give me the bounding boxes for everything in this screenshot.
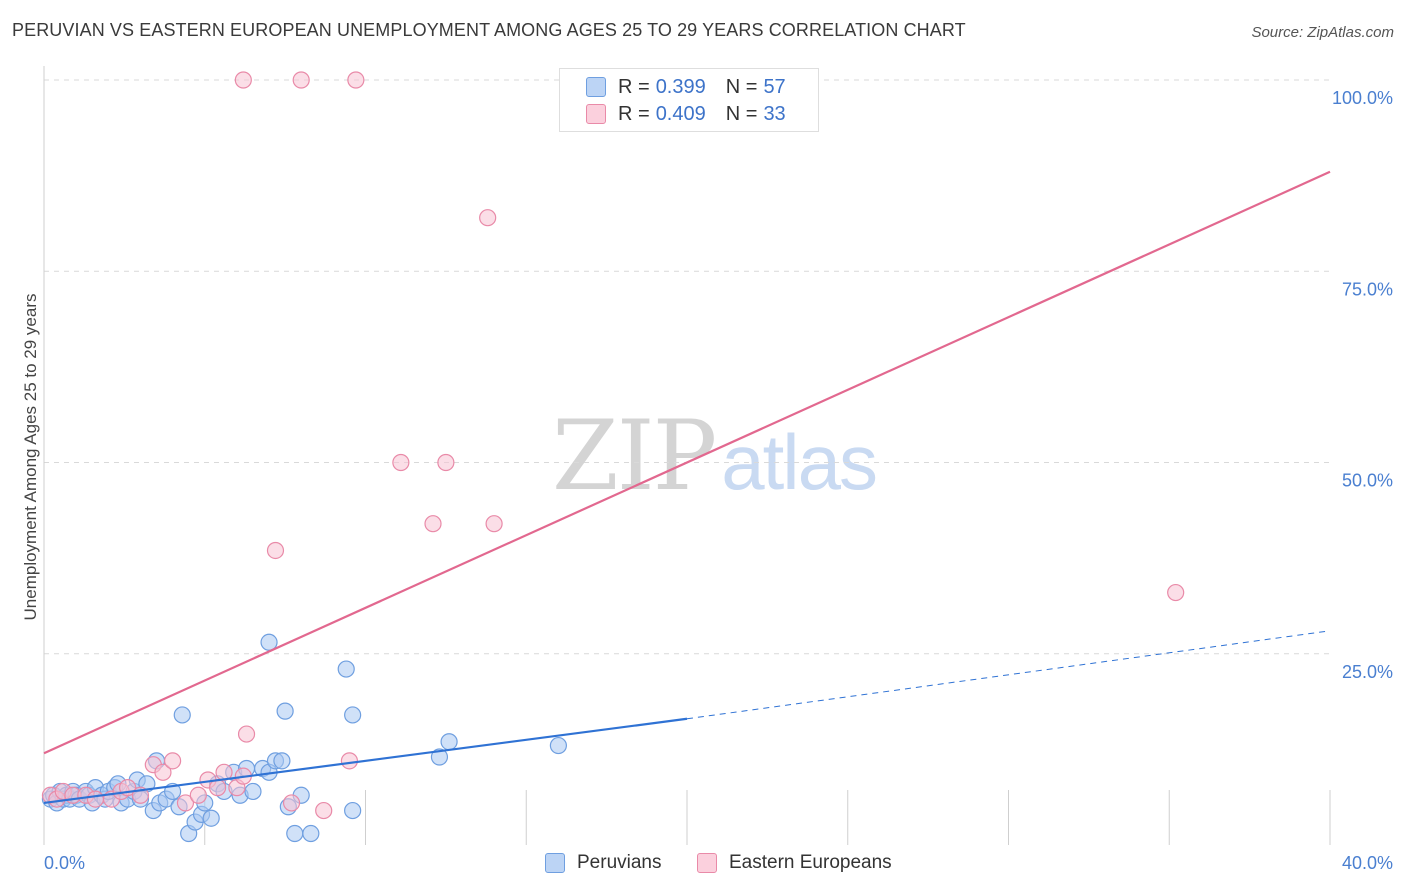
peruvian-point: [286, 824, 304, 843]
eastern-european-point: [189, 786, 207, 804]
eastern-european-point: [315, 801, 333, 820]
grid: [44, 79, 1330, 655]
chart-title: PERUVIAN VS EASTERN EUROPEAN UNEMPLOYMEN…: [12, 20, 966, 40]
series-legend: Peruvians Eastern Europeans: [0, 852, 1406, 878]
legend-n-label: N =: [725, 75, 758, 98]
eastern-european-point: [1167, 583, 1185, 602]
y-tick-label: 50.0%: [1342, 471, 1393, 491]
legend-n-label: N =: [725, 102, 758, 125]
legend-swatch-blue: [586, 77, 606, 97]
peruvian-point: [549, 736, 568, 755]
eastern-european-point: [86, 790, 105, 808]
legend-r-value: 0.409: [655, 102, 706, 125]
eastern-european-point: [266, 541, 285, 560]
watermark: ZIPatlas: [552, 400, 878, 512]
peruvian-trend-line: [43, 717, 688, 805]
peruvian-point: [276, 702, 294, 720]
trend-lines: [43, 170, 1331, 805]
eastern-european-point: [340, 752, 359, 770]
eastern-european-point: [282, 794, 301, 812]
eastern-european-point: [164, 752, 182, 770]
legend-label-eastern-europeans: Eastern Europeans: [729, 852, 892, 873]
peruvian-point: [430, 748, 449, 766]
peruvian-point: [440, 733, 458, 751]
x-tick-label: 0.0%: [44, 853, 85, 873]
eastern-european-point: [234, 71, 252, 89]
legend-n-value: 57: [763, 75, 786, 98]
eastern-european-point: [154, 763, 172, 781]
peruvian-point: [244, 782, 262, 801]
legend-item-peruvians: Peruvians: [545, 852, 662, 874]
eastern-european-trend-line: [43, 170, 1331, 755]
eastern-european-point: [479, 209, 497, 227]
axes: [43, 66, 1331, 845]
peruvian-point: [337, 660, 355, 678]
legend-swatch-pink: [697, 853, 717, 873]
y-tick-label: 100.0%: [1332, 88, 1393, 108]
eastern-european-point: [347, 71, 365, 89]
eastern-european-point: [485, 515, 503, 533]
peruvian-trend-extension: [686, 630, 1331, 720]
eastern-european-point: [237, 725, 256, 743]
legend-r-label: R =: [618, 102, 650, 125]
y-tick-label: 75.0%: [1342, 279, 1393, 299]
legend-swatch-pink: [586, 104, 606, 124]
legend-row-eastern-europeans: R = 0.409 N = 33: [586, 101, 786, 127]
peruvian-point: [273, 752, 291, 770]
legend-label-peruvians: Peruvians: [577, 852, 662, 873]
peruvian-point: [302, 824, 320, 843]
legend-item-eastern-europeans: Eastern Europeans: [697, 852, 892, 874]
eastern-european-point: [392, 453, 410, 472]
watermark-zip: ZIP: [552, 400, 717, 512]
peruvian-point: [173, 706, 191, 724]
eastern-european-point: [176, 794, 195, 812]
y-tick-label: 25.0%: [1342, 662, 1393, 682]
peruvian-point: [202, 809, 220, 827]
legend-n-value: 33: [763, 102, 786, 125]
eastern-european-point: [437, 453, 455, 472]
stats-legend: R = 0.399 N = 57 R = 0.409 N = 33: [559, 68, 819, 132]
peruvian-point: [344, 801, 362, 820]
source-label: Source: ZipAtlas.com: [1251, 24, 1394, 41]
legend-row-peruvians: R = 0.399 N = 57: [586, 74, 786, 100]
legend-swatch-blue: [545, 853, 565, 873]
legend-r-value: 0.399: [655, 75, 706, 98]
tick-labels: 25.0% 50.0% 75.0% 100.0% 0.0% 40.0%: [44, 88, 1393, 873]
x-tick-label: 40.0%: [1342, 853, 1393, 873]
eastern-european-point: [424, 515, 442, 533]
y-axis-label: Unemployment Among Ages 25 to 29 years: [21, 294, 40, 621]
legend-r-label: R =: [618, 75, 650, 98]
peruvian-point: [344, 706, 362, 724]
data-points: [41, 71, 1185, 843]
eastern-european-point: [292, 71, 310, 89]
